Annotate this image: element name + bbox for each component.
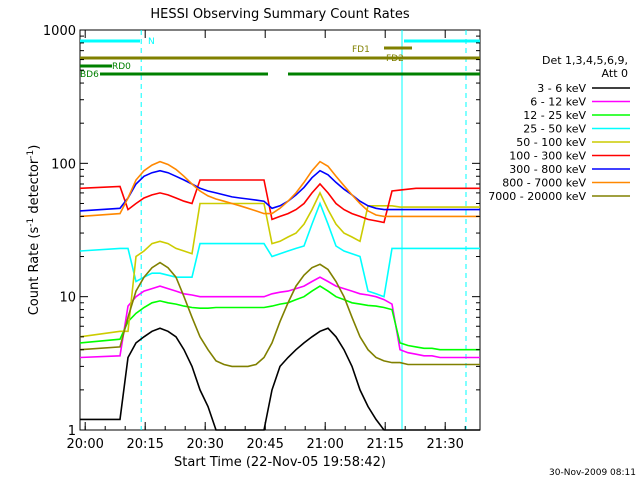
x-tick-label-1: 20:15 — [126, 437, 163, 452]
state-bar-label-bd6: BD6 — [80, 70, 99, 80]
legend-label-0: 3 - 6 keV — [537, 82, 586, 95]
series-line-5 — [79, 179, 480, 224]
x-tick-label-2: 20:30 — [186, 437, 223, 452]
legend-label-5: 100 - 300 keV — [509, 150, 586, 163]
series-line-3 — [79, 201, 480, 298]
series-line-4 — [79, 191, 480, 338]
y-tick-label-3: 1000 — [43, 24, 76, 39]
x-tick-label-6: 21:30 — [426, 437, 463, 452]
state-bar-label-rd0: RD0 — [112, 62, 131, 72]
legend-label-6: 300 - 800 keV — [509, 163, 586, 176]
legend-label-1: 6 - 12 keV — [530, 96, 586, 109]
y-axis-label-end: ) — [27, 145, 42, 150]
legend-label-4: 50 - 100 keV — [516, 136, 586, 149]
y-axis-label-mid: detector — [27, 158, 42, 218]
x-tick-label-0: 20:00 — [66, 437, 103, 452]
series-line-0 — [80, 327, 480, 431]
y-tick-label-0: 1 — [68, 424, 76, 439]
x-axis-label: Start Time (22-Nov-05 19:58:42) — [174, 455, 386, 470]
legend-label-8: 7000 - 20000 keV — [488, 190, 586, 203]
state-bar-label-n: N — [148, 37, 155, 47]
footer-timestamp: 30-Nov-2009 08:11 — [549, 468, 636, 478]
state-bars: N FD1 FD2 RD0 BD6 — [80, 37, 480, 80]
series-line-8 — [79, 261, 480, 368]
series-line-6 — [79, 169, 480, 212]
x-tick-label-5: 21:15 — [366, 437, 403, 452]
y-tick-label-2: 100 — [51, 157, 76, 172]
state-bar-label-fd2: FD2 — [386, 54, 404, 64]
series-line-7 — [79, 160, 480, 218]
y-axis-label: Count Rate (s-1 detector-1) — [26, 145, 42, 316]
series-line-1 — [79, 276, 480, 359]
x-tick-label-4: 21:00 — [306, 437, 343, 452]
y-axis-label-main: Count Rate (s — [27, 227, 42, 316]
legend-label-7: 800 - 7000 keV — [502, 177, 586, 190]
legend-label-3: 25 - 50 keV — [523, 123, 586, 136]
legend-label-2: 12 - 25 keV — [523, 109, 586, 122]
y-axis-label-sup2: -1 — [26, 150, 36, 159]
series-lines — [79, 160, 480, 431]
series-line-2 — [79, 285, 480, 351]
axis-ticks: 20:00 20:15 20:30 20:45 21:00 21:15 21:30 1 10 10… — [43, 24, 480, 452]
state-bar-label-fd1: FD1 — [352, 45, 370, 55]
y-axis-label-sup1: -1 — [26, 218, 36, 227]
x-tick-label-3: 20:45 — [246, 437, 283, 452]
legend-title-line2: Att 0 — [602, 67, 628, 80]
legend-title-line1: Det 1,3,4,5,6,9, — [542, 54, 628, 67]
plot-frame — [79, 29, 481, 431]
y-tick-label-1: 10 — [59, 291, 76, 306]
chart-title: HESSI Observing Summary Count Rates — [150, 7, 409, 22]
